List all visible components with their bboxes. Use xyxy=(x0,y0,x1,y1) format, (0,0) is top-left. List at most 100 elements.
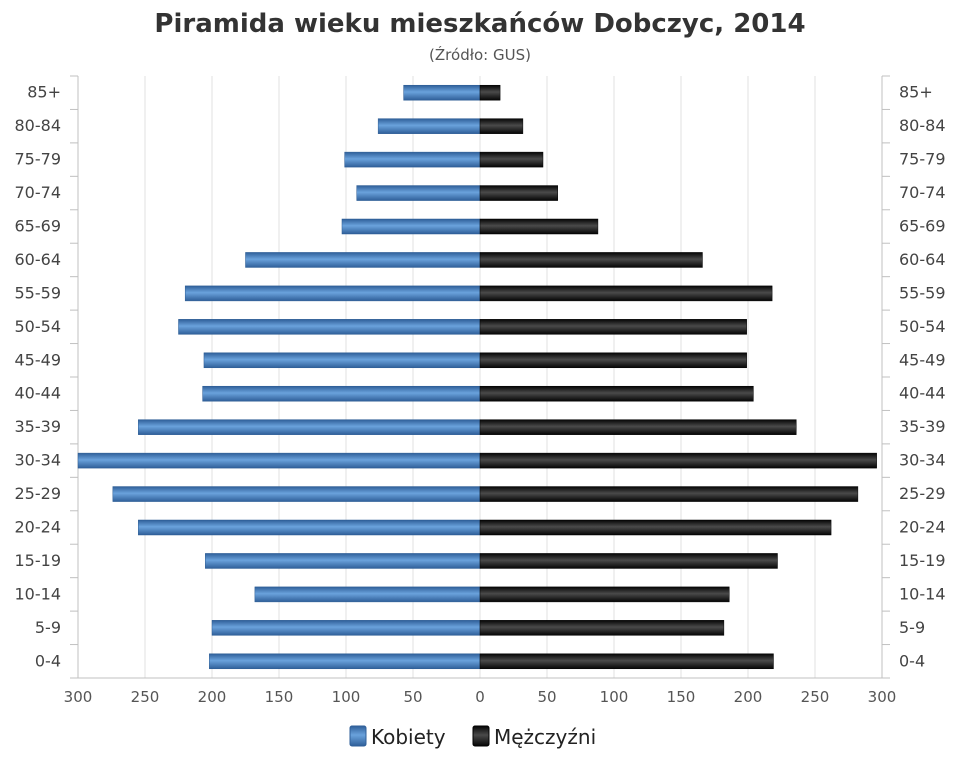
category-label-left: 60-64 xyxy=(15,250,62,269)
bar-kobiety-45-49 xyxy=(203,352,481,369)
bar-kobiety-35-39 xyxy=(138,419,481,435)
x-tick-label: 50 xyxy=(403,688,422,706)
bar-mezczyzni-85+ xyxy=(479,84,501,101)
bar-kobiety-75-79 xyxy=(344,151,481,168)
bar-mezczyzni-35-39 xyxy=(479,419,797,435)
x-tick-label: 100 xyxy=(332,688,361,706)
bar-mezczyzni-0-4 xyxy=(479,653,774,670)
bar-kobiety-55-59 xyxy=(184,285,481,302)
category-label-right: 65-69 xyxy=(899,217,946,236)
category-label-right: 55-59 xyxy=(899,283,946,302)
bar-kobiety-15-19 xyxy=(205,553,481,569)
category-label-right: 50-54 xyxy=(899,317,946,336)
category-label-right: 85+ xyxy=(899,83,933,102)
category-label-right: 35-39 xyxy=(899,417,946,436)
category-label-right: 0-4 xyxy=(899,651,925,670)
legend-item-mezczyzni[interactable]: Mężczyźni xyxy=(472,725,596,749)
category-label-right: 45-49 xyxy=(899,350,946,369)
category-label-left: 10-14 xyxy=(15,584,62,603)
category-label-left: 0-4 xyxy=(35,651,61,670)
category-label-right: 25-29 xyxy=(899,484,946,503)
category-label-right: 70-74 xyxy=(899,183,946,202)
category-labels-left: 85+ 80-84 75-79 70-74 65-69 60-64 55-59 50-54 45… xyxy=(15,83,62,671)
bar-mezczyzni-50-54 xyxy=(479,319,747,335)
bar-mezczyzni-40-44 xyxy=(479,385,754,402)
bar-mezczyzni-60-64 xyxy=(479,252,703,268)
bar-mezczyzni-10-14 xyxy=(479,586,730,603)
category-labels-right: 85+ 80-84 75-79 70-74 65-69 60-64 55-59 50-54 45… xyxy=(899,83,946,671)
chart-subtitle: (Źródło: GUS) xyxy=(429,45,531,64)
category-label-left: 85+ xyxy=(27,83,61,102)
category-label-left: 25-29 xyxy=(15,484,62,503)
bar-kobiety-5-9 xyxy=(211,620,481,636)
x-tick-label: 150 xyxy=(667,688,696,706)
category-label-left: 80-84 xyxy=(15,116,62,135)
bars xyxy=(77,84,877,670)
category-label-right: 60-64 xyxy=(899,250,946,269)
x-tick-label: 250 xyxy=(801,688,830,706)
category-label-left: 30-34 xyxy=(15,451,62,470)
category-label-right: 5-9 xyxy=(899,618,925,637)
x-tick-label: 50 xyxy=(537,688,556,706)
legend-label-kobiety: Kobiety xyxy=(371,725,446,749)
category-label-left: 75-79 xyxy=(15,150,62,169)
category-label-right: 15-19 xyxy=(899,551,946,570)
x-tick-label: 150 xyxy=(265,688,294,706)
bar-kobiety-80-84 xyxy=(377,118,481,134)
category-label-right: 75-79 xyxy=(899,150,946,169)
bar-kobiety-25-29 xyxy=(112,486,481,502)
legend-swatch-kobiety xyxy=(349,725,367,747)
chart-title: Piramida wieku mieszkańców Dobczyc, 2014 xyxy=(154,9,805,39)
legend[interactable]: Kobiety Mężczyźni xyxy=(349,725,596,749)
bar-mezczyzni-5-9 xyxy=(479,620,725,636)
category-label-left: 40-44 xyxy=(15,384,62,403)
axes xyxy=(70,75,890,679)
category-label-right: 80-84 xyxy=(899,116,946,135)
x-tick-label: 100 xyxy=(600,688,629,706)
bar-kobiety-65-69 xyxy=(341,218,481,235)
bar-kobiety-0-4 xyxy=(209,653,481,670)
bar-mezczyzni-30-34 xyxy=(479,452,877,469)
category-label-right: 10-14 xyxy=(899,584,946,603)
bar-kobiety-20-24 xyxy=(138,519,481,536)
bar-kobiety-60-64 xyxy=(245,252,481,268)
bar-kobiety-85+ xyxy=(403,84,481,101)
legend-item-kobiety[interactable]: Kobiety xyxy=(349,725,446,749)
category-label-left: 45-49 xyxy=(15,350,62,369)
legend-label-mezczyzni: Mężczyźni xyxy=(494,725,596,749)
x-tick-label: 300 xyxy=(868,688,897,706)
bar-mezczyzni-55-59 xyxy=(479,285,773,302)
category-label-left: 15-19 xyxy=(15,551,62,570)
bar-mezczyzni-25-29 xyxy=(479,486,859,502)
bar-kobiety-70-74 xyxy=(356,185,481,201)
category-label-left: 35-39 xyxy=(15,417,62,436)
bar-kobiety-50-54 xyxy=(178,319,481,335)
bar-mezczyzni-15-19 xyxy=(479,553,778,569)
category-label-left: 55-59 xyxy=(15,283,62,302)
bar-mezczyzni-80-84 xyxy=(479,118,524,134)
x-tick-labels: 300 250 200 150 100 50 0 50 100 150 200 250 300 xyxy=(64,688,897,706)
bar-kobiety-30-34 xyxy=(77,452,481,469)
x-tick-label: 250 xyxy=(131,688,160,706)
x-tick-label: 200 xyxy=(198,688,227,706)
x-tick-label: 0 xyxy=(475,688,485,706)
bar-mezczyzni-65-69 xyxy=(479,218,599,235)
bar-mezczyzni-45-49 xyxy=(479,352,747,369)
x-tick-label: 200 xyxy=(734,688,763,706)
category-label-left: 65-69 xyxy=(15,217,62,236)
bar-mezczyzni-20-24 xyxy=(479,519,832,536)
legend-swatch-mezczyzni xyxy=(472,725,490,747)
bar-kobiety-10-14 xyxy=(254,586,481,603)
bar-mezczyzni-75-79 xyxy=(479,151,544,168)
category-label-right: 30-34 xyxy=(899,451,946,470)
category-label-left: 20-24 xyxy=(15,518,62,537)
category-label-left: 50-54 xyxy=(15,317,62,336)
bar-kobiety-40-44 xyxy=(202,385,481,402)
category-label-right: 40-44 xyxy=(899,384,946,403)
x-tick-label: 300 xyxy=(64,688,93,706)
category-label-left: 70-74 xyxy=(15,183,62,202)
bar-mezczyzni-70-74 xyxy=(479,185,558,201)
category-label-right: 20-24 xyxy=(899,518,946,537)
category-label-left: 5-9 xyxy=(35,618,61,637)
